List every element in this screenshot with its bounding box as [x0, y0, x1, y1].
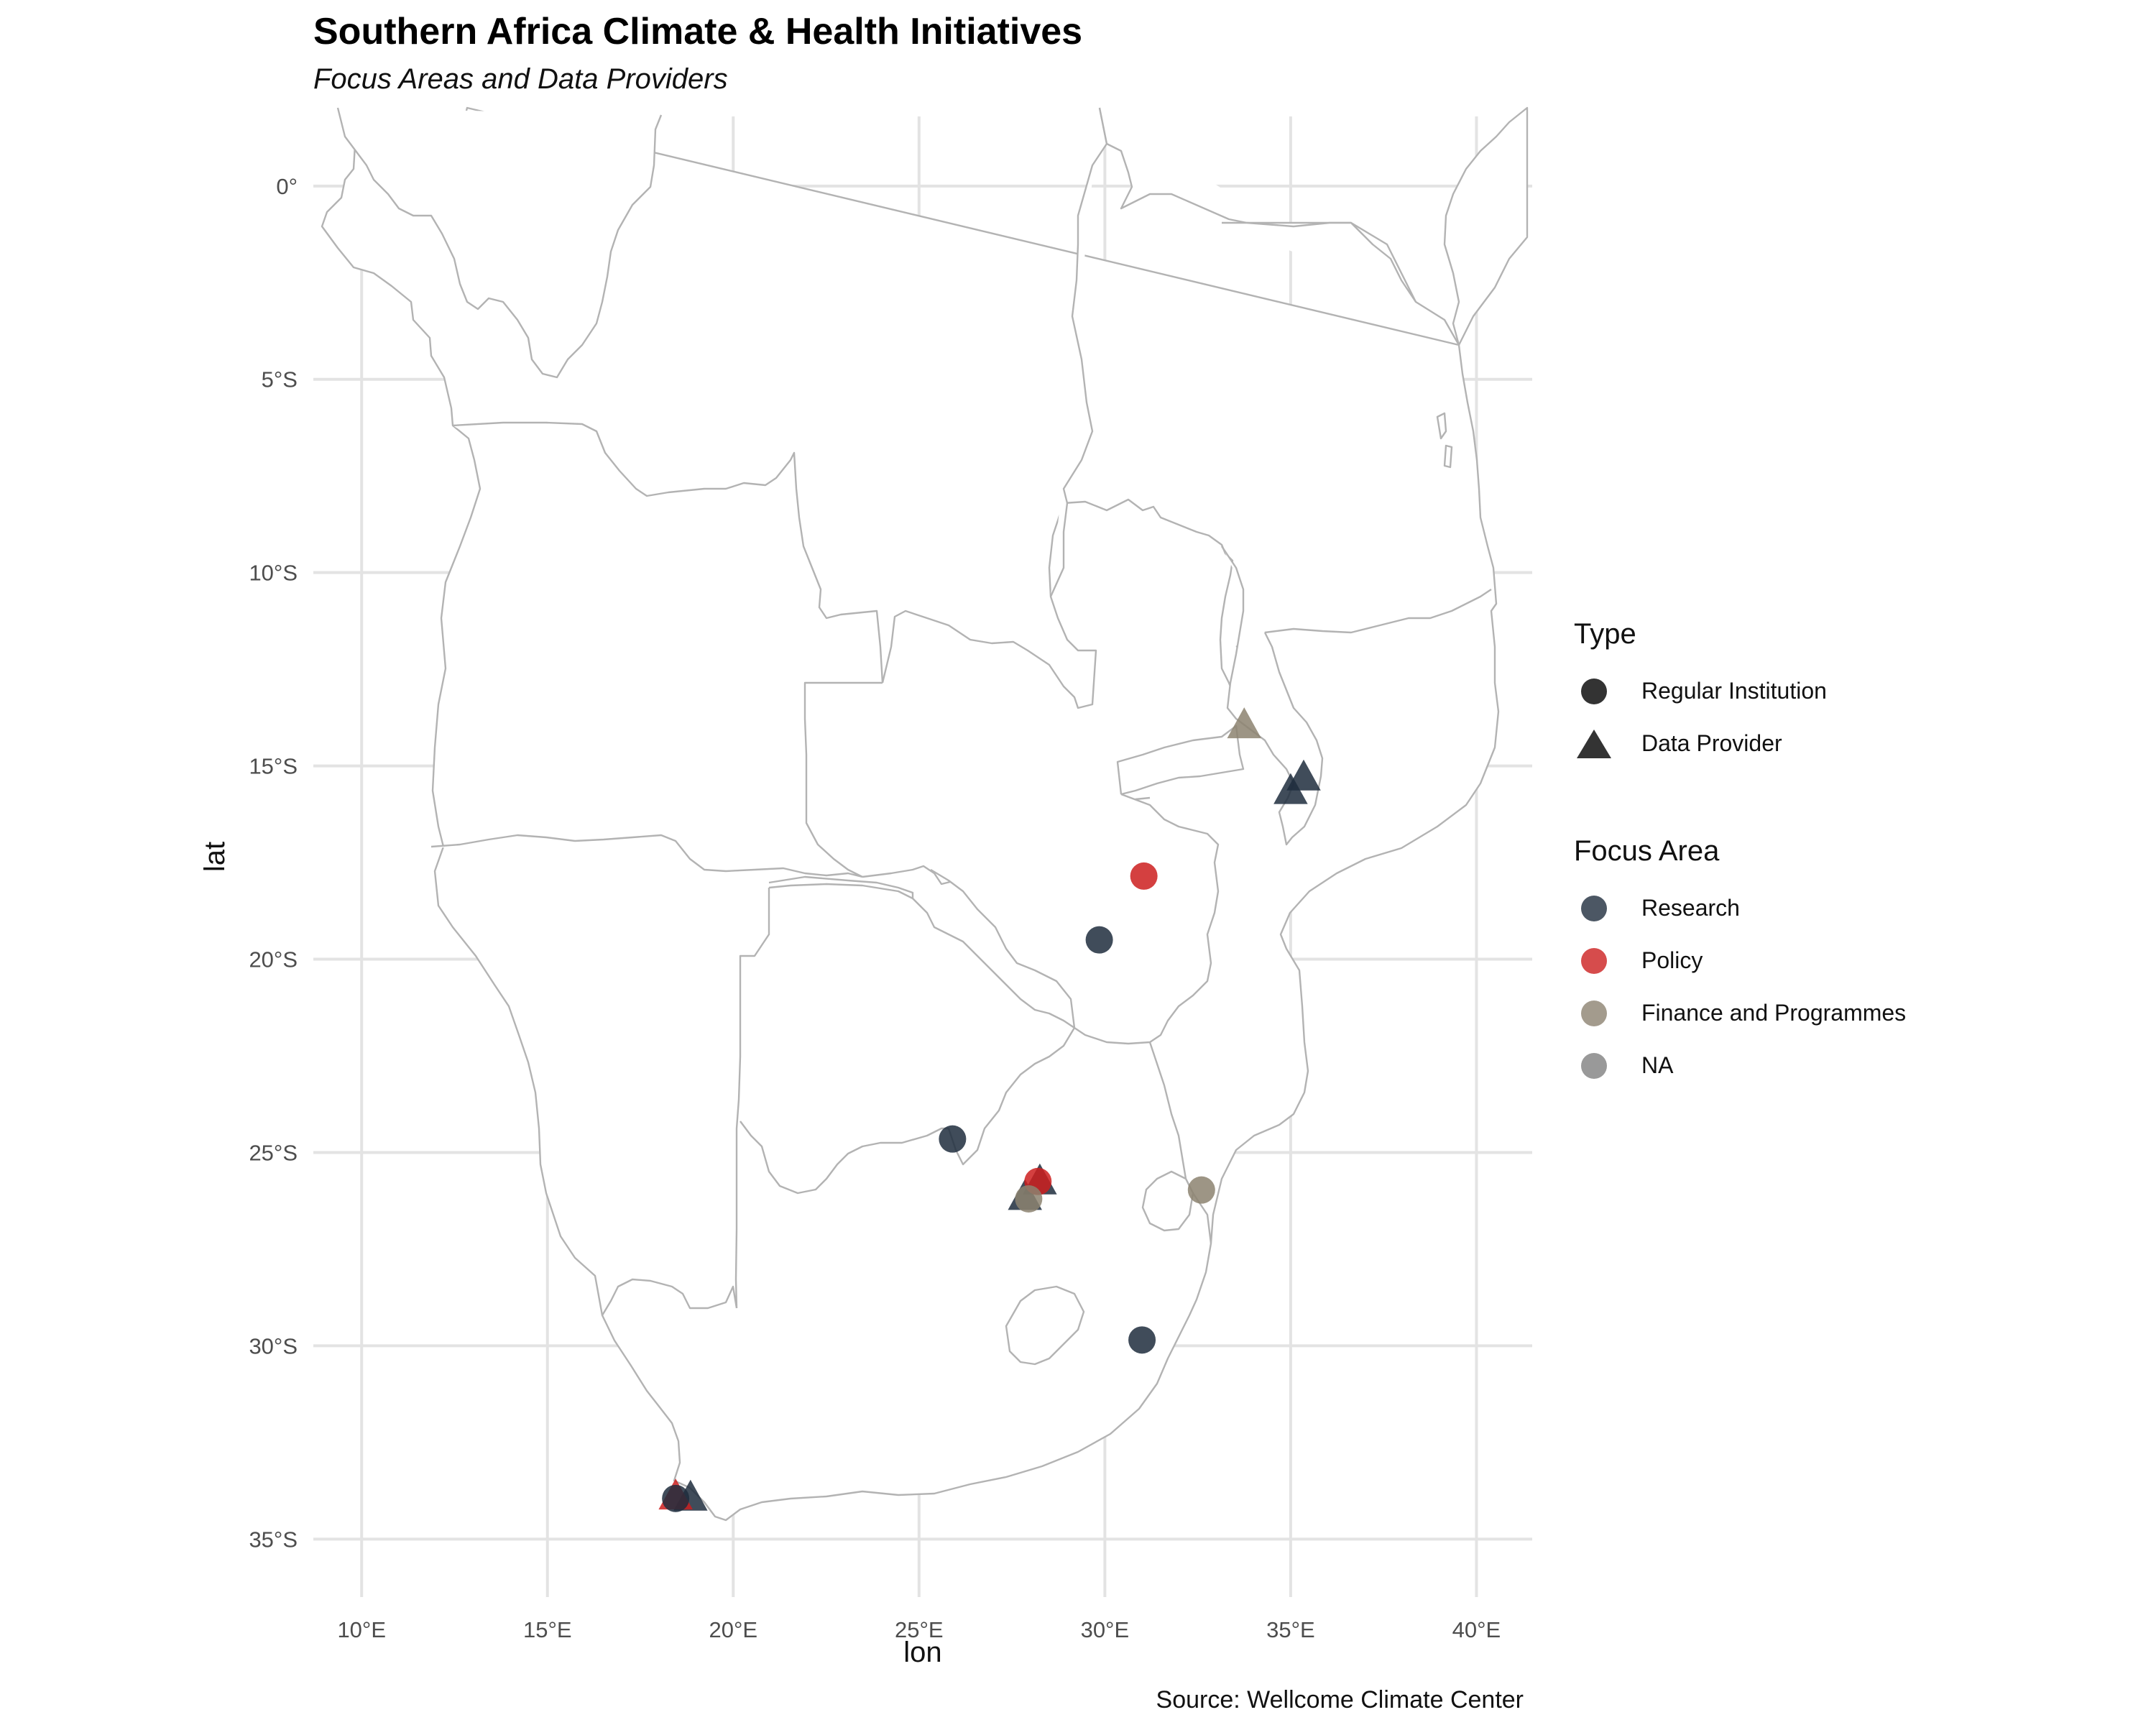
y-tick-label: 20°S: [249, 947, 298, 972]
map-subtitle: Focus Areas and Data Providers: [313, 63, 728, 95]
legend-type: Type Regular Institution Data Provider: [1574, 618, 1827, 770]
x-tick-label: 10°E: [337, 1617, 386, 1642]
country-borders: [321, 106, 1529, 1522]
x-tick-label: 30°E: [1081, 1617, 1130, 1642]
y-tick-label: 30°S: [249, 1333, 298, 1358]
border-drc-east: [1049, 107, 1108, 597]
border-namibia-botswana: [734, 888, 770, 1309]
institution-marker: [1128, 1326, 1156, 1354]
institution-marker: [1187, 1176, 1215, 1204]
x-axis-title: lon: [903, 1637, 941, 1668]
border-botswana-southafrica: [740, 1027, 1076, 1195]
triangle-marker-icon: [1574, 724, 1614, 764]
legend-type-title: Type: [1574, 618, 1636, 650]
coastline: [321, 106, 1529, 1522]
coast-zanzibar: [1436, 412, 1453, 469]
border-botswana-namibia: [768, 875, 914, 900]
legend-focus-title: Focus Area: [1574, 835, 1720, 867]
finance-swatch-icon: [1574, 993, 1614, 1034]
border-zimbabwe: [930, 793, 1220, 1045]
policy-swatch-icon: [1574, 941, 1614, 981]
axes: 10°E 15°E 20°E 25°E 30°E 35°E 40°E 0° 5°S 10°S 15°…: [199, 174, 1501, 1668]
legend-item-label: NA: [1641, 1052, 1674, 1078]
border-kenya-tanzania: [1222, 221, 1416, 303]
y-tick-label: 10°S: [249, 561, 298, 586]
legend-item-label: Regular Institution: [1641, 678, 1827, 704]
border-angola-namibia: [430, 834, 863, 878]
data-points: [658, 707, 1321, 1512]
border-eswatini: [1141, 1170, 1194, 1232]
source-caption: Source: Wellcome Climate Center: [1156, 1686, 1524, 1714]
border-malawi: [1221, 546, 1324, 846]
border-botswana-zimbabwe: [912, 898, 1075, 1029]
data-provider-marker: [1273, 773, 1308, 804]
legend-item-regular-institution: Regular Institution: [1574, 665, 1827, 717]
y-tick-label: 0°: [276, 174, 298, 199]
x-tick-label: 35°E: [1266, 1617, 1315, 1642]
y-tick-label: 35°S: [249, 1527, 298, 1552]
map-title: Southern Africa Climate & Health Initiat…: [313, 11, 1083, 52]
legend-item-data-provider: Data Provider: [1574, 717, 1827, 770]
na-swatch-icon: [1574, 1046, 1614, 1086]
data-provider-marker: [1227, 707, 1262, 739]
institution-marker: [662, 1484, 690, 1512]
institution-marker: [1085, 926, 1113, 954]
legend-focus-area: Focus Area Research Policy Finance and P…: [1574, 835, 1906, 1092]
y-tick-label: 5°S: [262, 367, 298, 392]
research-swatch-icon: [1574, 888, 1614, 929]
institution-marker: [1130, 862, 1158, 890]
x-tick-label: 40°E: [1452, 1617, 1501, 1642]
legend-item-label: Research: [1641, 895, 1740, 921]
legend-item-label: Finance and Programmes: [1641, 1000, 1907, 1026]
border-tanzania-mozambique: [1235, 589, 1492, 648]
legend-item-policy: Policy: [1574, 934, 1906, 987]
border-gabon: [336, 107, 663, 379]
border-zambia-mozambique: [1116, 724, 1245, 796]
legend-item-na: NA: [1574, 1039, 1906, 1092]
legend-item-label: Policy: [1641, 947, 1703, 973]
y-tick-label: 25°S: [249, 1140, 298, 1165]
legend-item-label: Data Provider: [1641, 730, 1782, 756]
border-lesotho: [1005, 1285, 1085, 1366]
x-tick-label: 25°E: [895, 1617, 944, 1642]
circle-marker-icon: [1574, 671, 1614, 712]
x-tick-label: 15°E: [523, 1617, 572, 1642]
institution-marker: [939, 1125, 967, 1153]
institution-marker: [1015, 1185, 1043, 1213]
legend-item-research: Research: [1574, 882, 1906, 934]
y-axis-title: lat: [199, 842, 231, 872]
border-namibia-southafrica: [601, 1278, 738, 1316]
y-tick-label: 15°S: [249, 754, 298, 779]
legend-item-finance: Finance and Programmes: [1574, 987, 1906, 1039]
border-angola-drc: [452, 421, 884, 684]
border-angola-zambia: [803, 681, 883, 878]
x-tick-label: 20°E: [709, 1617, 758, 1642]
